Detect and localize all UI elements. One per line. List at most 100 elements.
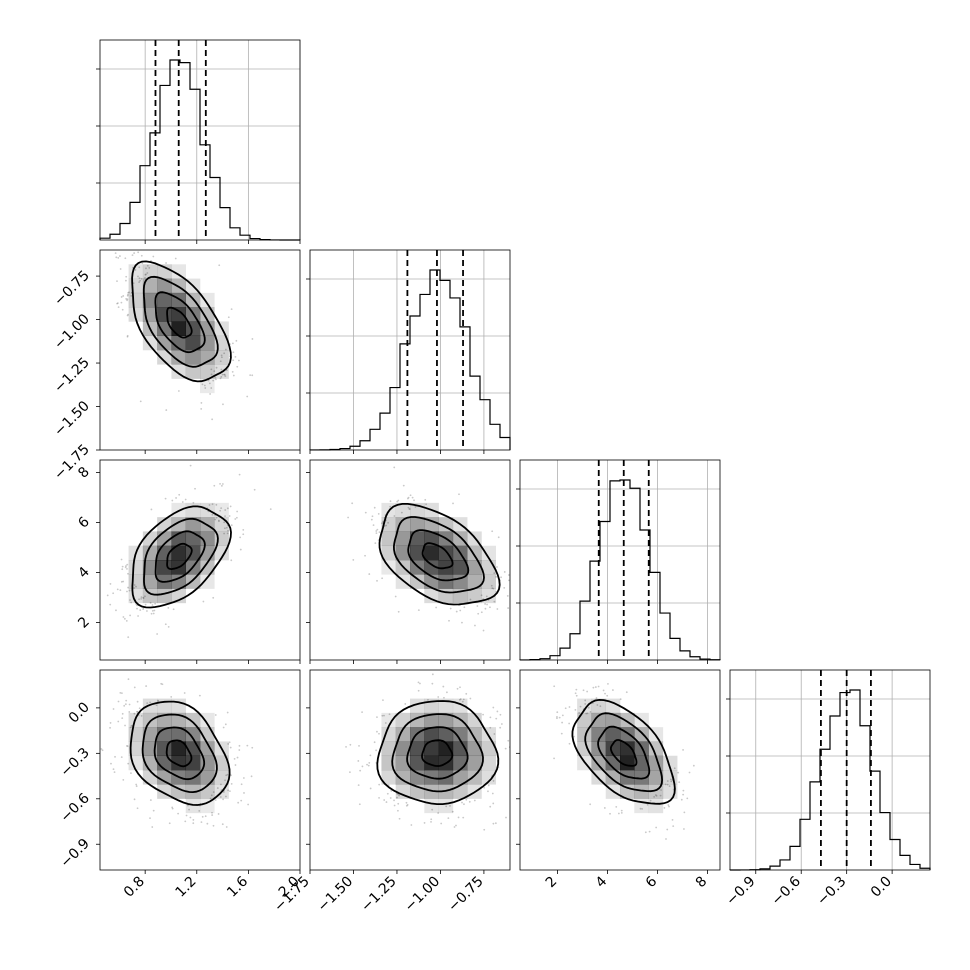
scatter-point xyxy=(425,503,428,506)
density-cell xyxy=(142,278,158,294)
y-tick-label: 0.0 xyxy=(66,699,93,726)
scatter-point xyxy=(410,824,413,826)
histogram-panel-1 xyxy=(96,39,301,241)
scatter-point xyxy=(126,294,129,297)
scatter-point xyxy=(507,739,510,742)
scatter-point xyxy=(680,798,683,801)
scatter-point xyxy=(207,379,210,382)
x-tick-label: 4 xyxy=(593,873,611,891)
scatter-point xyxy=(458,698,461,701)
x-tick-label: 0.8 xyxy=(121,874,148,901)
scatter-point xyxy=(246,395,249,398)
scatter-point xyxy=(345,745,347,748)
scatter-point xyxy=(203,384,206,387)
scatter-point xyxy=(678,781,681,784)
scatter-point xyxy=(232,351,235,354)
scatter-point xyxy=(217,813,220,815)
scatter-point xyxy=(516,590,518,592)
scatter-point xyxy=(116,588,119,591)
scatter-point xyxy=(495,575,498,578)
density-cell xyxy=(438,574,454,589)
scatter-point xyxy=(144,595,146,598)
density-cell xyxy=(142,560,158,575)
density-cell xyxy=(157,588,172,604)
scatter-point xyxy=(220,484,223,487)
density-cell xyxy=(142,264,158,279)
scatter-point xyxy=(229,746,232,749)
scatter-point xyxy=(458,493,460,496)
scatter-point xyxy=(413,499,415,502)
scatter-point xyxy=(594,686,597,688)
scatter-point xyxy=(177,390,180,392)
density-cell xyxy=(591,727,607,742)
x-tick-label: −0.3 xyxy=(814,874,849,909)
scatter-point xyxy=(463,803,465,806)
scatter-point xyxy=(366,763,368,766)
density-cell xyxy=(452,770,468,785)
panel-frame xyxy=(729,669,931,871)
scatter-point xyxy=(240,783,243,786)
panel-content xyxy=(106,464,272,639)
scatter-point xyxy=(492,822,495,825)
density-cell xyxy=(171,292,187,308)
scatter-point xyxy=(251,746,254,749)
scatter-point xyxy=(135,783,138,786)
scatter-point xyxy=(489,716,492,719)
contour-line xyxy=(378,503,501,606)
scatter-point xyxy=(139,400,142,403)
density-cell xyxy=(452,560,468,575)
panel-content xyxy=(114,251,254,421)
scatter-point xyxy=(136,807,139,810)
scatter-point xyxy=(130,601,133,604)
contour-line xyxy=(421,739,454,767)
scatter-point xyxy=(390,789,393,792)
scatter-point xyxy=(130,772,132,775)
scatter-point xyxy=(211,503,214,506)
scatter-point xyxy=(556,711,559,714)
scatter-point xyxy=(229,505,232,508)
contour-line xyxy=(571,698,676,805)
scatter-point xyxy=(237,801,240,804)
scatter-point xyxy=(165,262,167,264)
density-cell xyxy=(200,335,215,351)
scatter-point xyxy=(214,376,217,379)
scatter-point xyxy=(204,387,207,389)
scatter-point xyxy=(397,610,400,613)
scatter-point xyxy=(136,700,139,703)
scatter-point xyxy=(236,510,239,513)
scatter-point xyxy=(364,511,367,514)
scatter-point xyxy=(558,716,561,719)
scatter-point xyxy=(397,802,400,805)
density-cell xyxy=(157,321,172,337)
density-cell xyxy=(381,531,397,547)
y-tick-label: −1.00 xyxy=(51,311,93,353)
scatter-point xyxy=(393,466,396,469)
scatter-point xyxy=(113,771,116,773)
scatter-point xyxy=(578,711,581,714)
scatter-point xyxy=(592,686,595,689)
scatter-point xyxy=(493,572,496,575)
scatter-point xyxy=(368,761,371,764)
density-cell xyxy=(395,741,411,757)
scatter-point xyxy=(130,724,133,727)
scatter-point xyxy=(126,334,129,337)
scatter-point xyxy=(397,499,400,502)
scatter-point xyxy=(144,603,147,606)
scatter-point xyxy=(485,595,488,598)
scatter-point xyxy=(382,699,384,702)
scatter-point xyxy=(181,501,184,503)
scatter-point xyxy=(507,607,510,609)
density-cell xyxy=(577,712,592,728)
scatter-point xyxy=(683,828,685,830)
scatter-point xyxy=(140,714,143,717)
scatter-point xyxy=(584,699,587,702)
density-cell xyxy=(171,321,187,337)
density-cell xyxy=(634,727,649,742)
scatter-point xyxy=(238,359,240,362)
scatter-point xyxy=(461,700,464,703)
density-cell xyxy=(410,517,425,532)
scatter-point xyxy=(375,532,378,535)
density-cell xyxy=(438,712,454,728)
scatter-point xyxy=(198,809,201,812)
scatter-point xyxy=(586,690,589,693)
